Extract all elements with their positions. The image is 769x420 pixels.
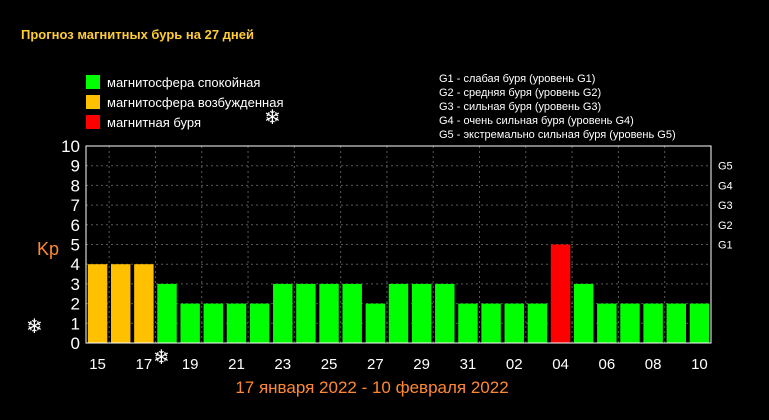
- g-level-2: G2 - средняя буря (уровень G2): [439, 87, 602, 99]
- x-tick-label: 15: [89, 356, 106, 373]
- x-tick-label: 02: [506, 356, 523, 373]
- bar: [319, 283, 339, 343]
- x-tick-label: 25: [321, 356, 338, 373]
- x-tick-label: 04: [552, 356, 569, 373]
- right-tick-label: G3: [718, 200, 733, 212]
- snowflake-icon: ❄: [26, 314, 43, 338]
- bar: [643, 303, 663, 343]
- g-level-1: G1 - слабая буря (уровень G1): [439, 73, 596, 85]
- bar: [481, 303, 501, 343]
- x-tick-label: 27: [367, 356, 384, 373]
- g-level-4: G4 - очень сильная буря (уровень G4): [439, 115, 634, 127]
- x-tick-label: 06: [598, 356, 615, 373]
- x-tick-label: 08: [645, 356, 662, 373]
- g-level-5: G5 - экстремально сильная буря (уровень …: [439, 129, 676, 141]
- bar: [388, 283, 409, 343]
- x-tick-label: 29: [413, 356, 430, 373]
- g-level-3: G3 - сильная буря (уровень G3): [439, 101, 602, 113]
- legend-item-storm: магнитная буря: [86, 114, 201, 130]
- legend-swatch-calm: [86, 75, 100, 89]
- g-level-descriptions: G1 - слабая буря (уровень G1) G2 - средн…: [439, 72, 676, 142]
- legend-label-storm: магнитная буря: [107, 114, 202, 130]
- bar: [597, 303, 617, 343]
- x-tick-label: 19: [182, 356, 199, 373]
- bar: [87, 264, 108, 343]
- y-tick-label: 8: [71, 176, 80, 195]
- y-tick-label: 9: [71, 157, 80, 176]
- snowflake-icon: ❄: [264, 105, 281, 129]
- bar: [342, 283, 362, 343]
- legend-item-calm: магнитосфера спокойная: [86, 74, 260, 90]
- bar: [180, 303, 200, 343]
- right-tick-label: G1: [718, 240, 733, 252]
- bar: [249, 303, 270, 343]
- x-tick-label: 10: [691, 356, 708, 373]
- y-tick-label: 3: [71, 275, 80, 294]
- bar: [411, 283, 432, 343]
- chart-bars: [87, 244, 710, 343]
- y-tick-label: 0: [71, 334, 80, 353]
- plot-frame: [85, 145, 712, 344]
- y-tick-label: 5: [71, 236, 80, 255]
- bar: [550, 244, 571, 343]
- y-tick-label: 7: [71, 196, 80, 215]
- bar: [435, 283, 455, 343]
- y-tick-label: 6: [71, 216, 80, 235]
- bar: [157, 283, 177, 343]
- legend-swatch-excited: [86, 95, 100, 109]
- page-title: Прогноз магнитных бурь на 27 дней: [21, 27, 254, 42]
- bar: [273, 283, 293, 343]
- y-tick-label: 4: [71, 255, 80, 274]
- y-tick-label: 2: [71, 295, 80, 314]
- bar: [365, 303, 386, 343]
- snowflake-icon: ❄: [153, 345, 170, 369]
- bar: [296, 283, 316, 343]
- bar: [666, 303, 686, 343]
- x-tick-label: 31: [460, 356, 477, 373]
- legend-swatch-storm: [86, 115, 100, 129]
- x-axis-label: 17 января 2022 - 10 февраля 2022: [235, 378, 508, 397]
- right-tick-label: G5: [718, 161, 733, 173]
- bar: [134, 264, 154, 343]
- x-tick-labels: 15 17 19 21 23 25 27 29 31 02 04 06 08 10: [89, 356, 708, 373]
- x-tick-label: 21: [228, 356, 245, 373]
- bar: [203, 303, 224, 343]
- y-tick-label: 1: [71, 314, 80, 333]
- bar: [573, 283, 594, 343]
- legend-label-excited: магнитосфера возбужденная: [107, 94, 284, 110]
- bar: [527, 303, 548, 343]
- legend-label-calm: магнитосфера спокойная: [107, 74, 261, 90]
- bar: [504, 303, 524, 343]
- legend-item-excited: магнитосфера возбужденная: [86, 94, 284, 110]
- x-tick-label: 23: [274, 356, 291, 373]
- bar: [620, 303, 640, 343]
- y-axis-label: Kp: [37, 239, 59, 259]
- bar: [226, 303, 247, 343]
- bar: [111, 264, 131, 343]
- bar: [458, 303, 478, 343]
- right-tick-labels: G1 G2 G3 G4 G5: [718, 161, 733, 252]
- right-tick-label: G2: [718, 220, 733, 232]
- right-tick-label: G4: [718, 180, 733, 192]
- x-tick-label: 17: [136, 356, 153, 373]
- y-tick-label: 10: [61, 137, 80, 156]
- bar: [689, 303, 710, 343]
